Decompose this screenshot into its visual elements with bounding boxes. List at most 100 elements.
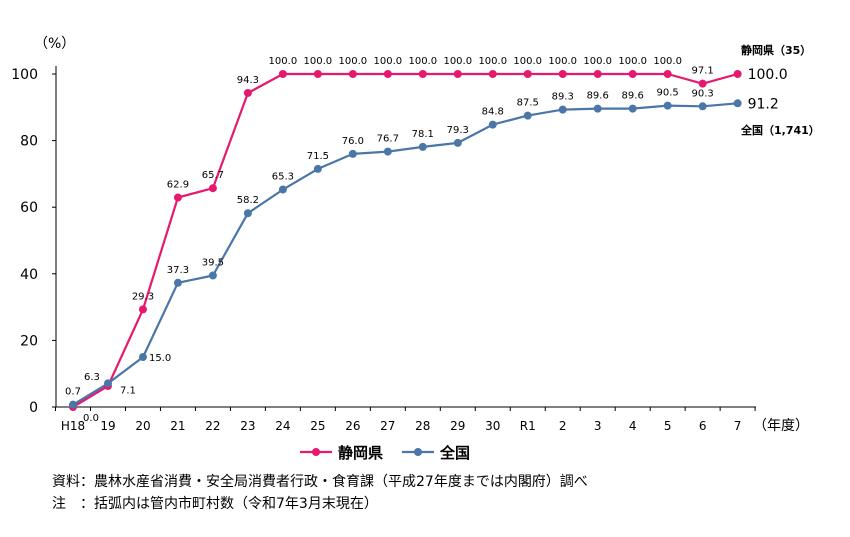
data-label: 15.0	[149, 353, 171, 364]
data-point	[313, 164, 322, 173]
data-label: 100.0	[373, 56, 402, 67]
data-label: 100.0	[443, 56, 472, 67]
data-point	[488, 120, 497, 129]
series-end-label: 全国（1,741）	[740, 123, 820, 137]
data-point	[593, 70, 602, 78]
data-label: 90.3	[692, 88, 714, 99]
series-line-1	[72, 102, 738, 406]
data-point	[698, 79, 707, 88]
x-tick-label: 30	[485, 419, 500, 433]
data-label: 100.0	[304, 56, 333, 67]
legend-swatch-marker	[312, 448, 320, 456]
data-label: 78.1	[412, 129, 434, 140]
x-tick-label: 24	[275, 419, 290, 433]
series-lines	[72, 72, 738, 408]
data-point	[558, 70, 567, 78]
x-tick-label: 22	[205, 419, 220, 433]
y-tick-label: 0	[29, 400, 38, 416]
data-point	[733, 99, 742, 108]
data-label: 65.3	[272, 172, 294, 183]
data-label: 91.2	[748, 96, 779, 112]
data-point	[663, 101, 672, 110]
data-point	[243, 209, 252, 218]
series-line-0	[72, 72, 738, 408]
data-label: 89.6	[622, 91, 644, 102]
x-tick-label: R1	[520, 419, 536, 433]
data-label: 100.0	[478, 56, 507, 67]
source-note: 資料：農林水産省消費・安全局消費者行政・食育課（平成27年度までは内閣府）調べ	[52, 473, 588, 490]
x-tick-label: 19	[100, 419, 115, 433]
data-label: 84.8	[482, 107, 504, 118]
legend-swatch-marker	[414, 448, 422, 456]
data-labels: 0.0 6.3 29.3 62.9 65.7 94.3 100.0 100.0 100.0 100…	[65, 43, 820, 424]
x-tick-label: 27	[380, 419, 395, 433]
x-tick-label: 29	[450, 419, 465, 433]
data-label: 29.3	[132, 291, 154, 302]
data-label: 76.7	[377, 134, 399, 145]
data-label: 94.3	[237, 75, 259, 86]
data-point	[593, 104, 602, 113]
data-label: 100.0	[269, 56, 298, 67]
data-point	[348, 149, 357, 158]
data-point	[628, 104, 637, 113]
legend-item: 全国	[402, 444, 470, 462]
data-label: 0.7	[65, 387, 81, 398]
x-tick-label: 6	[699, 419, 707, 433]
x-tick-label: 25	[310, 419, 325, 433]
data-point	[383, 147, 392, 156]
data-label: 37.3	[167, 265, 189, 276]
y-tick-label: 80	[20, 134, 38, 150]
data-point	[138, 353, 147, 362]
data-label: 100.0	[748, 67, 788, 83]
data-label: 65.7	[202, 170, 224, 181]
data-point	[523, 70, 532, 78]
data-point	[69, 400, 77, 409]
x-tick-label: 4	[629, 419, 637, 433]
data-label: 87.5	[517, 98, 539, 109]
data-point	[173, 193, 182, 202]
data-label: 100.0	[339, 56, 368, 67]
data-label: 100.0	[513, 56, 542, 67]
data-point	[243, 88, 252, 97]
data-point	[418, 70, 427, 78]
data-label: 89.6	[587, 91, 609, 102]
x-axis-unit: （年度）	[753, 418, 809, 434]
data-point	[418, 142, 427, 151]
data-label: 100.0	[583, 56, 612, 67]
data-label: 39.5	[202, 257, 224, 268]
y-axis-unit: （%）	[34, 36, 75, 52]
data-label: 100.0	[548, 56, 577, 67]
x-tick-label: 5	[664, 419, 672, 433]
data-label: 79.3	[447, 125, 469, 136]
x-tick-label: 7	[734, 419, 742, 433]
data-label: 89.3	[552, 92, 574, 103]
data-point	[313, 70, 322, 78]
data-point	[663, 70, 672, 78]
x-tick-label: 3	[594, 419, 602, 433]
data-point	[278, 70, 287, 78]
data-label: 100.0	[653, 56, 682, 67]
data-label: 7.1	[120, 385, 136, 396]
x-tick-label: 26	[345, 419, 360, 433]
legend-item: 静岡県	[300, 444, 383, 462]
data-label: 76.0	[342, 136, 364, 147]
data-label: 58.2	[237, 195, 259, 206]
footnote: 注 ：括弧内は管内市町村数（令和7年3月末現在）	[52, 495, 378, 512]
x-tick-label: 23	[240, 419, 255, 433]
y-tick-label: 100	[11, 67, 38, 83]
data-point	[488, 70, 497, 78]
series-end-label: 静岡県（35）	[741, 43, 811, 57]
legend-label: 静岡県	[338, 444, 383, 462]
data-point	[173, 278, 182, 287]
data-point	[383, 70, 392, 78]
data-label: 97.1	[692, 66, 714, 77]
data-label: 100.0	[618, 56, 647, 67]
data-point	[348, 70, 357, 78]
data-label: 90.5	[657, 88, 679, 99]
series-points	[69, 70, 742, 411]
x-tick-label: 21	[170, 419, 185, 433]
data-point	[523, 111, 532, 120]
